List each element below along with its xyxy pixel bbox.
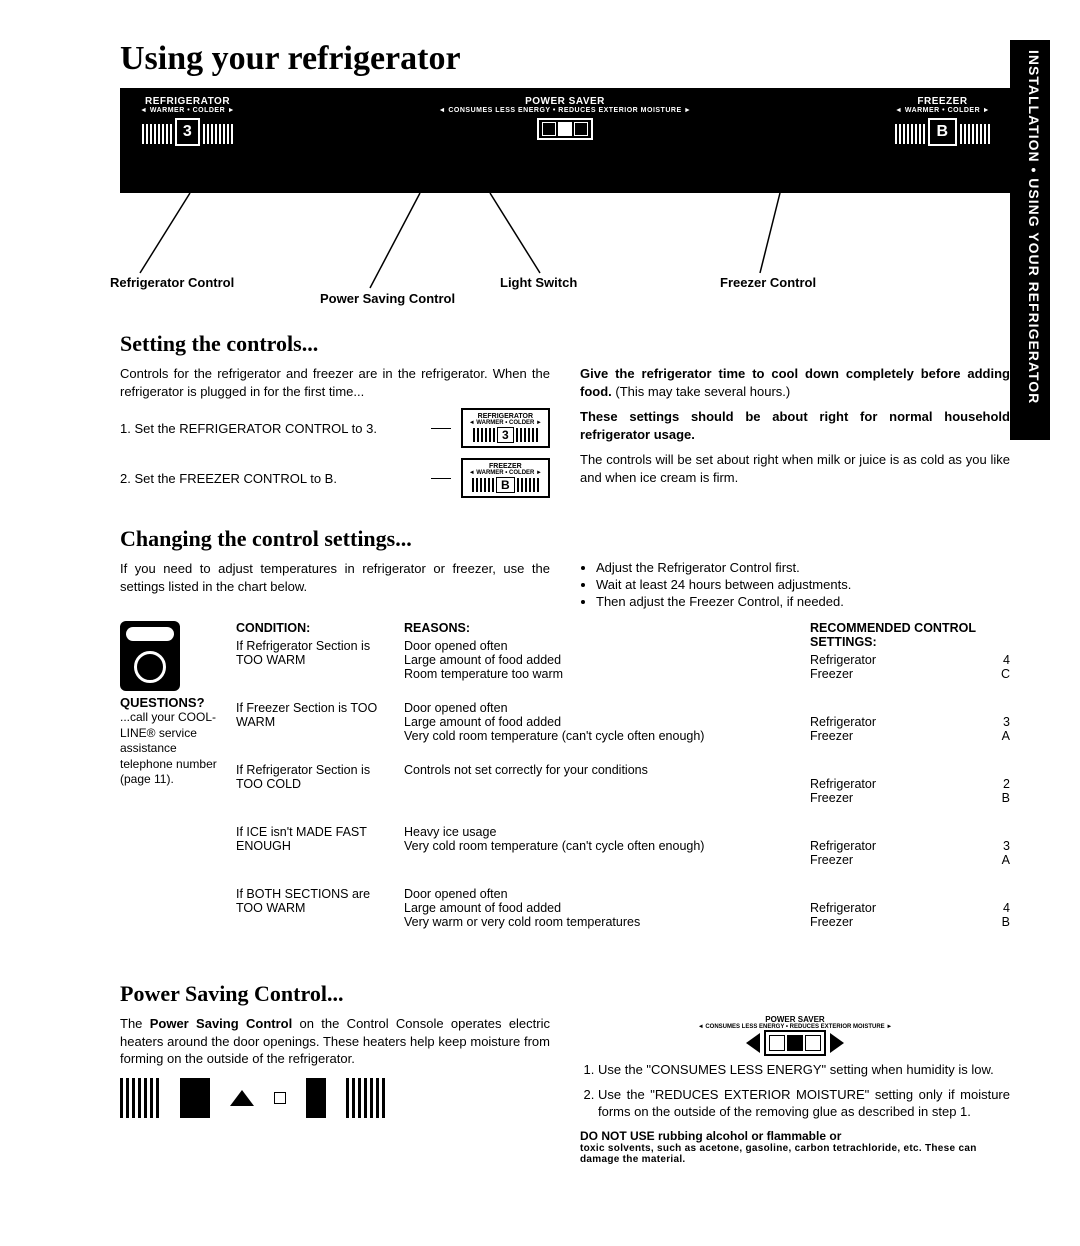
settings-chart: QUESTIONS? ...call your COOL-LINE® servi… bbox=[120, 621, 1010, 963]
questions-body: ...call your COOL-LINE® service assistan… bbox=[120, 710, 230, 788]
chart-head-reasons: REASONS: bbox=[404, 621, 792, 635]
power-warning: DO NOT USE rubbing alcohol or flammable … bbox=[580, 1129, 1010, 1143]
chart-recommended: Refrigerator3FreezerA bbox=[810, 715, 1010, 765]
refrigerator-dial: 3 bbox=[175, 118, 200, 146]
power-left-text: The Power Saving Control on the Control … bbox=[120, 1015, 550, 1068]
changing-bullets: Adjust the Refrigerator Control first. W… bbox=[580, 560, 1010, 609]
panel-freezer: FREEZER ◄ WARMER • COLDER ► B bbox=[895, 96, 990, 163]
power-fineprint: toxic solvents, such as acetone, gasolin… bbox=[580, 1143, 1010, 1165]
chart-recommended: Refrigerator2FreezerB bbox=[810, 777, 1010, 827]
arrow-left-icon bbox=[746, 1033, 760, 1053]
callout-light: Light Switch bbox=[500, 275, 577, 290]
setting-right-2: These settings should be about right for… bbox=[580, 408, 1010, 443]
setting-intro: Controls for the refrigerator and freeze… bbox=[120, 365, 550, 400]
mini-freezer-dial: FREEZER ◄ WARMER • COLDER ► B bbox=[461, 458, 550, 498]
freezer-dial: B bbox=[928, 118, 956, 146]
chart-recommended: Refrigerator3FreezerA bbox=[810, 839, 1010, 889]
stripes-icon bbox=[346, 1078, 386, 1118]
callout-diagram: Refrigerator Control Power Saving Contro… bbox=[120, 193, 1010, 313]
heading-setting: Setting the controls... bbox=[120, 331, 1010, 357]
power-list: Use the "CONSUMES LESS ENERGY" setting w… bbox=[580, 1062, 1010, 1121]
panel-power-saver: POWER SAVER ◄ CONSUMES LESS ENERGY • RED… bbox=[255, 96, 875, 163]
power-switch-icon bbox=[537, 118, 593, 140]
chart-condition: If Freezer Section is TOO WARM bbox=[236, 701, 386, 751]
power-switch-graphic: POWER SAVER ◄ CONSUMES LESS ENERGY • RED… bbox=[580, 1015, 1010, 1056]
chart-condition: If Refrigerator Section is TOO WARM bbox=[236, 639, 386, 689]
dial-stripes-icon bbox=[142, 124, 172, 144]
page-title: Using your refrigerator bbox=[120, 40, 1010, 78]
chart-condition: If Refrigerator Section is TOO COLD bbox=[236, 763, 386, 813]
chart-reason: Controls not set correctly for your cond… bbox=[404, 763, 792, 813]
panel-refrigerator: REFRIGERATOR ◄ WARMER • COLDER ► 3 bbox=[140, 96, 235, 163]
chart-reason: Door opened often Large amount of food a… bbox=[404, 639, 792, 689]
block-icon bbox=[180, 1078, 210, 1118]
chart-reason: Door opened often Large amount of food a… bbox=[404, 887, 792, 937]
arrow-right-icon bbox=[830, 1033, 844, 1053]
square-icon bbox=[274, 1092, 286, 1104]
callout-refrigerator: Refrigerator Control bbox=[110, 275, 234, 290]
chart-reason: Heavy ice usage Very cold room temperatu… bbox=[404, 825, 792, 875]
arrow-up-icon bbox=[230, 1090, 254, 1106]
dial-stripes-icon bbox=[960, 124, 990, 144]
chart-head-condition: CONDITION: bbox=[236, 621, 386, 635]
block-icon bbox=[306, 1078, 326, 1118]
setting-right-1: Give the refrigerator time to cool down … bbox=[580, 365, 1010, 400]
bottom-graphic bbox=[120, 1078, 550, 1118]
phone-icon bbox=[120, 621, 180, 691]
setting-right-3: The controls will be set about right whe… bbox=[580, 451, 1010, 486]
stripes-icon bbox=[120, 1078, 160, 1118]
heading-changing: Changing the control settings... bbox=[120, 526, 1010, 552]
switch-box-icon bbox=[764, 1030, 826, 1056]
callout-freezer: Freezer Control bbox=[720, 275, 816, 290]
changing-intro: If you need to adjust temperatures in re… bbox=[120, 560, 550, 595]
mini-refrigerator-dial: REFRIGERATOR ◄ WARMER • COLDER ► 3 bbox=[461, 408, 550, 448]
chart-reason: Door opened often Large amount of food a… bbox=[404, 701, 792, 751]
step-1-text: 1. Set the REFRIGERA­TOR CONTROL to 3. bbox=[120, 421, 421, 436]
dial-stripes-icon bbox=[895, 124, 925, 144]
chart-recommended: Refrigerator4FreezerB bbox=[810, 901, 1010, 951]
chart-condition: If ICE isn't MADE FAST ENOUGH bbox=[236, 825, 386, 875]
chart-condition: If BOTH SECTIONS are TOO WARM bbox=[236, 887, 386, 937]
dial-stripes-icon bbox=[203, 124, 233, 144]
callout-power: Power Saving Control bbox=[320, 291, 455, 306]
step-2-text: 2. Set the FREEZER CONTROL to B. bbox=[120, 471, 421, 486]
heading-power: Power Saving Control... bbox=[120, 981, 1010, 1007]
chart-recommended: Refrigerator4FreezerC bbox=[810, 653, 1010, 703]
questions-heading: QUESTIONS? bbox=[120, 695, 230, 710]
power-list-item: Use the "CONSUMES LESS ENERGY" setting w… bbox=[598, 1062, 1010, 1079]
control-panel-graphic: REFRIGERATOR ◄ WARMER • COLDER ► 3 POWER… bbox=[120, 88, 1010, 193]
power-list-item: Use the "REDUCES EXTERIOR MOISTURE" sett… bbox=[598, 1087, 1010, 1121]
callout-lines-icon bbox=[120, 193, 860, 313]
chart-head-recommended: RECOMMENDED CONTROL SETTINGS: bbox=[810, 621, 1010, 649]
